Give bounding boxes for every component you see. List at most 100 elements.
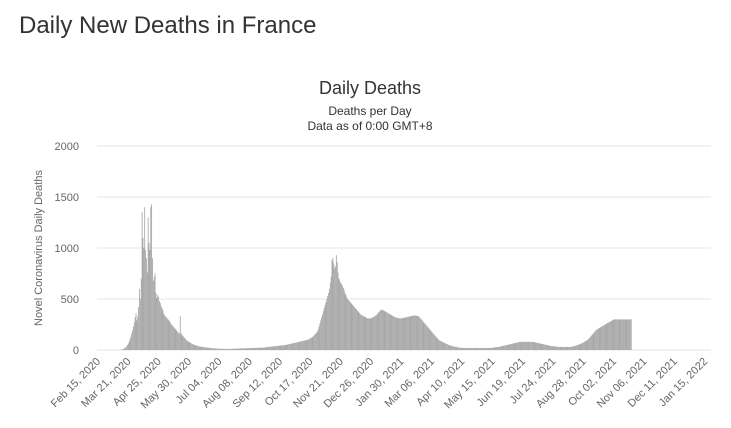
bar: [464, 347, 466, 350]
bar: [255, 347, 257, 350]
bar: [293, 343, 295, 350]
bar: [148, 242, 150, 350]
bar: [334, 268, 336, 350]
bar: [342, 287, 344, 350]
bar: [498, 346, 499, 350]
bar: [361, 315, 363, 350]
bar: [522, 341, 524, 350]
bar: [628, 319, 630, 350]
bar: [525, 341, 526, 350]
bar: [470, 347, 472, 350]
bar: [153, 276, 155, 350]
bar: [225, 348, 227, 350]
bar: [216, 348, 218, 350]
bar: [461, 347, 463, 350]
bar: [418, 316, 420, 350]
bar: [238, 348, 240, 350]
bar: [311, 337, 313, 350]
bar: [511, 343, 513, 350]
bar: [263, 347, 264, 350]
bar: [443, 342, 445, 350]
bar: [174, 328, 176, 350]
bar: [387, 313, 389, 350]
bar: [456, 347, 458, 350]
bar: [405, 317, 407, 350]
bar: [574, 345, 576, 350]
bar: [173, 327, 175, 350]
bar: [430, 330, 432, 350]
bar: [218, 348, 219, 350]
bar: [260, 347, 262, 350]
bar: [229, 348, 231, 350]
bar: [271, 346, 273, 350]
bar: [523, 341, 525, 350]
bar: [540, 343, 542, 350]
bar: [420, 319, 422, 350]
bar: [265, 347, 267, 350]
bar: [539, 343, 541, 350]
bar: [183, 336, 185, 350]
bar: [129, 339, 131, 350]
bar: [500, 346, 502, 350]
bar: [415, 315, 417, 350]
bar: [221, 348, 223, 350]
bar: [396, 317, 398, 350]
bar: [123, 348, 125, 350]
bar: [400, 318, 401, 350]
bar: [336, 262, 338, 350]
bar: [629, 319, 631, 350]
bar: [165, 317, 167, 350]
bar: [433, 333, 434, 350]
bar: [230, 348, 231, 350]
bar: [414, 315, 416, 350]
bar: [525, 341, 527, 350]
bar: [126, 346, 127, 350]
bar: [252, 347, 254, 350]
bar: [374, 316, 375, 350]
bar: [354, 307, 355, 350]
bar: [438, 339, 440, 350]
bar: [138, 307, 140, 350]
bar: [479, 347, 480, 350]
chart-subtitle-line-1: Deaths per Day: [328, 104, 411, 118]
bar: [426, 325, 427, 350]
bar: [630, 319, 632, 350]
bar: [596, 329, 597, 350]
bar: [538, 343, 539, 350]
bar: [136, 320, 138, 350]
bar: [474, 347, 476, 350]
bar: [206, 347, 208, 350]
bar: [253, 347, 255, 350]
bar: [125, 347, 127, 350]
bar: [503, 345, 505, 350]
bar: [507, 344, 509, 350]
bar: [158, 296, 159, 350]
bar: [590, 335, 592, 350]
bar: [355, 309, 357, 350]
bar: [232, 348, 234, 350]
bar: [524, 341, 525, 350]
bar: [624, 319, 626, 350]
bar: [593, 332, 595, 350]
bar: [302, 341, 303, 350]
bar: [306, 340, 308, 350]
bar: [496, 347, 498, 350]
bar: [250, 348, 251, 350]
bar: [407, 316, 408, 350]
bar: [122, 349, 124, 350]
bar: [557, 346, 558, 350]
bar: [595, 330, 597, 350]
bar: [254, 347, 256, 350]
bar: [285, 344, 287, 350]
bar: [231, 348, 233, 350]
bar: [469, 347, 471, 350]
bar: [182, 335, 184, 350]
bar: [134, 317, 136, 350]
bar: [373, 316, 375, 350]
bar: [408, 316, 410, 350]
bar: [189, 342, 191, 350]
bar: [168, 320, 170, 350]
bar: [176, 330, 178, 350]
bar: [423, 322, 425, 350]
